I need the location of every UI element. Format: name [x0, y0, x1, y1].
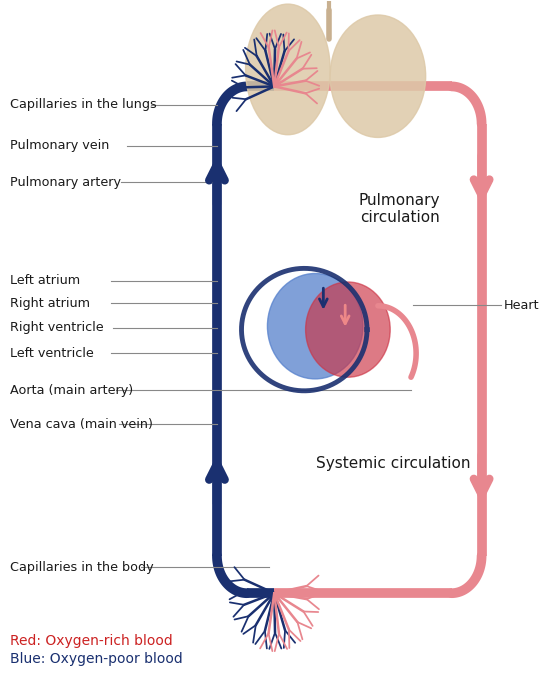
Text: Heart: Heart — [503, 299, 539, 312]
Text: Pulmonary artery: Pulmonary artery — [9, 176, 120, 189]
Text: Blue: Oxygen-poor blood: Blue: Oxygen-poor blood — [9, 652, 182, 666]
Ellipse shape — [267, 273, 363, 379]
Text: Capillaries in the body: Capillaries in the body — [9, 561, 153, 574]
Text: Aorta (main artery): Aorta (main artery) — [9, 384, 133, 397]
Text: Systemic circulation: Systemic circulation — [316, 456, 470, 471]
Ellipse shape — [306, 282, 390, 377]
Text: Pulmonary vein: Pulmonary vein — [9, 139, 109, 152]
Text: Red: Oxygen-rich blood: Red: Oxygen-rich blood — [9, 634, 172, 647]
Ellipse shape — [330, 15, 426, 137]
Ellipse shape — [246, 4, 330, 135]
Text: Vena cava (main vein): Vena cava (main vein) — [9, 418, 152, 431]
Text: Left atrium: Left atrium — [9, 275, 80, 288]
Text: Left ventricle: Left ventricle — [9, 346, 94, 359]
Text: Right atrium: Right atrium — [9, 297, 90, 310]
Text: Pulmonary
circulation: Pulmonary circulation — [359, 193, 441, 225]
Text: Right ventricle: Right ventricle — [9, 322, 103, 335]
Text: Capillaries in the lungs: Capillaries in the lungs — [9, 98, 156, 111]
